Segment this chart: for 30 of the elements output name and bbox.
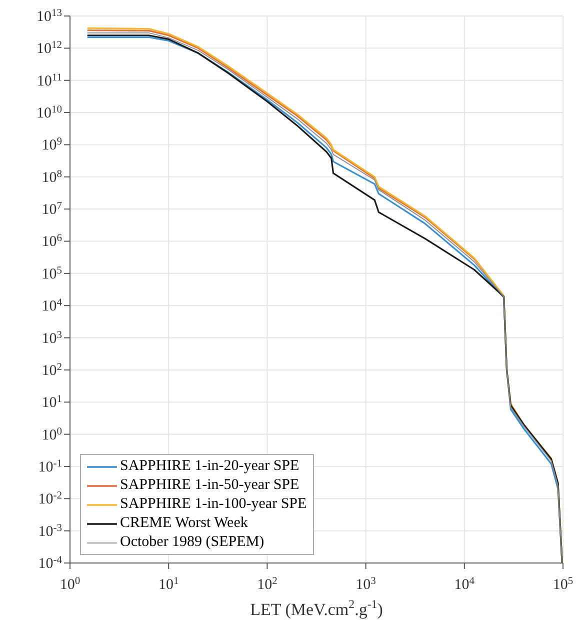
y-tick-label: 10$^{-4}$	[38, 554, 63, 572]
y-tick-label: 10$^{10}$	[36, 104, 62, 122]
x-axis-title: LET (MeV.cm$^{2}$.g$^{-1}$)	[250, 597, 383, 619]
x-tick-label: 10$^{4}$	[454, 576, 476, 593]
legend-label: SAPPHIRE 1-in-20-year SPE	[120, 457, 300, 476]
y-tick-label: 10$^{2}$	[42, 361, 62, 379]
y-tick-label: 10$^{5}$	[42, 264, 62, 282]
x-tick-label: 10$^{1}$	[158, 576, 179, 593]
y-tick-label: 10$^{13}$	[36, 8, 62, 25]
legend-label: CREME Worst Week	[120, 514, 248, 533]
y-tick-label: 10$^{3}$	[42, 329, 62, 347]
y-tick-label: 10$^{7}$	[42, 200, 62, 218]
legend-label: October 1989 (SEPEM)	[120, 533, 264, 552]
y-tick-label: 10$^{4}$	[42, 297, 63, 315]
y-tick-label: 10$^{-2}$	[38, 490, 62, 508]
y-tick-label: 10$^{12}$	[36, 40, 62, 58]
y-tick-label: 10$^{1}$	[42, 394, 62, 412]
legend-label: SAPPHIRE 1-in-50-year SPE	[120, 476, 300, 495]
y-tick-label: 10$^{-1}$	[38, 458, 62, 476]
y-tick-label: 10$^{0}$	[42, 426, 62, 444]
y-tick-label: 10$^{8}$	[42, 168, 62, 186]
y-tick-label: 10$^{-3}$	[38, 522, 62, 540]
x-tick-label: 10$^{2}$	[257, 576, 278, 593]
y-tick-label: 10$^{11}$	[36, 72, 62, 90]
x-tick-label: 10$^{0}$	[60, 576, 80, 593]
x-tick-label: 10$^{5}$	[552, 576, 574, 593]
x-tick-label: 10$^{3}$	[356, 576, 376, 593]
y-tick-label: 10$^{6}$	[42, 232, 62, 250]
legend-label: SAPPHIRE 1-in-100-year SPE	[120, 495, 307, 514]
y-tick-label: 10$^{9}$	[42, 136, 62, 154]
